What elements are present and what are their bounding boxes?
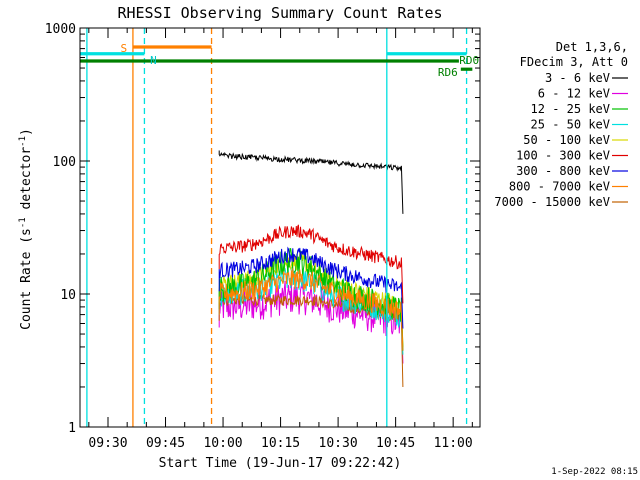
- x-axis-label: Start Time (19-Jun-17 09:22:42): [159, 456, 402, 471]
- x-tick-label: 10:15: [261, 436, 300, 451]
- legend-header-line2: FDecim 3, Att 0: [520, 55, 628, 69]
- legend: Det 1,3,6, FDecim 3, Att 0 3 - 6 keV 6 - …: [494, 40, 628, 209]
- data-layer: [218, 150, 404, 388]
- series-line-100-300-kev: [218, 224, 404, 304]
- legend-label: 6 - 12 keV: [538, 87, 610, 101]
- legend-label: 3 - 6 keV: [545, 71, 610, 85]
- x-tick-label: 10:45: [376, 436, 415, 451]
- legend-label: 7000 - 15000 keV: [494, 195, 610, 209]
- series-line-800-7000-kev: [218, 268, 404, 351]
- footer-date: 1-Sep-2022 08:15: [551, 467, 638, 477]
- x-tick-label: 09:30: [88, 436, 127, 451]
- axes-layer: 1 10 100 1000 09:30 09:45 10:00 10:15 10:30 10:45…: [45, 22, 481, 451]
- x-tick-label: 10:30: [319, 436, 358, 451]
- legend-label: 25 - 50 keV: [531, 118, 610, 132]
- y-tick-label: 100: [53, 155, 76, 170]
- legend-header-line1: Det 1,3,6,: [556, 40, 628, 54]
- flag-label-rd0: RD0: [459, 54, 479, 67]
- x-tick-label: 11:00: [434, 436, 473, 451]
- y-tick-label: 1000: [45, 22, 76, 37]
- legend-label: 12 - 25 keV: [531, 102, 610, 116]
- series-line-3-6-kev: [218, 150, 404, 214]
- flag-label-rd6: RD6: [438, 66, 458, 79]
- chart-title: RHESSI Observing Summary Count Rates: [117, 4, 442, 22]
- y-tick-label: 10: [60, 288, 76, 303]
- flag-label-n: N: [150, 54, 157, 67]
- x-tick-label: 09:45: [146, 436, 185, 451]
- legend-label: 50 - 100 keV: [523, 133, 610, 147]
- legend-label: 800 - 7000 keV: [509, 180, 610, 194]
- y-tick-label: 1: [68, 421, 76, 436]
- series-line-6-12-kev: [218, 280, 404, 364]
- series-line-300-800-kev: [218, 246, 404, 329]
- flag-label-s: S: [121, 42, 128, 55]
- x-tick-label: 10:00: [203, 436, 242, 451]
- legend-label: 300 - 800 keV: [516, 164, 610, 178]
- y-axis-label: Count Rate (s-1 detector-1): [18, 128, 34, 330]
- plot-frame: [79, 27, 481, 428]
- legend-label: 100 - 300 keV: [516, 149, 610, 163]
